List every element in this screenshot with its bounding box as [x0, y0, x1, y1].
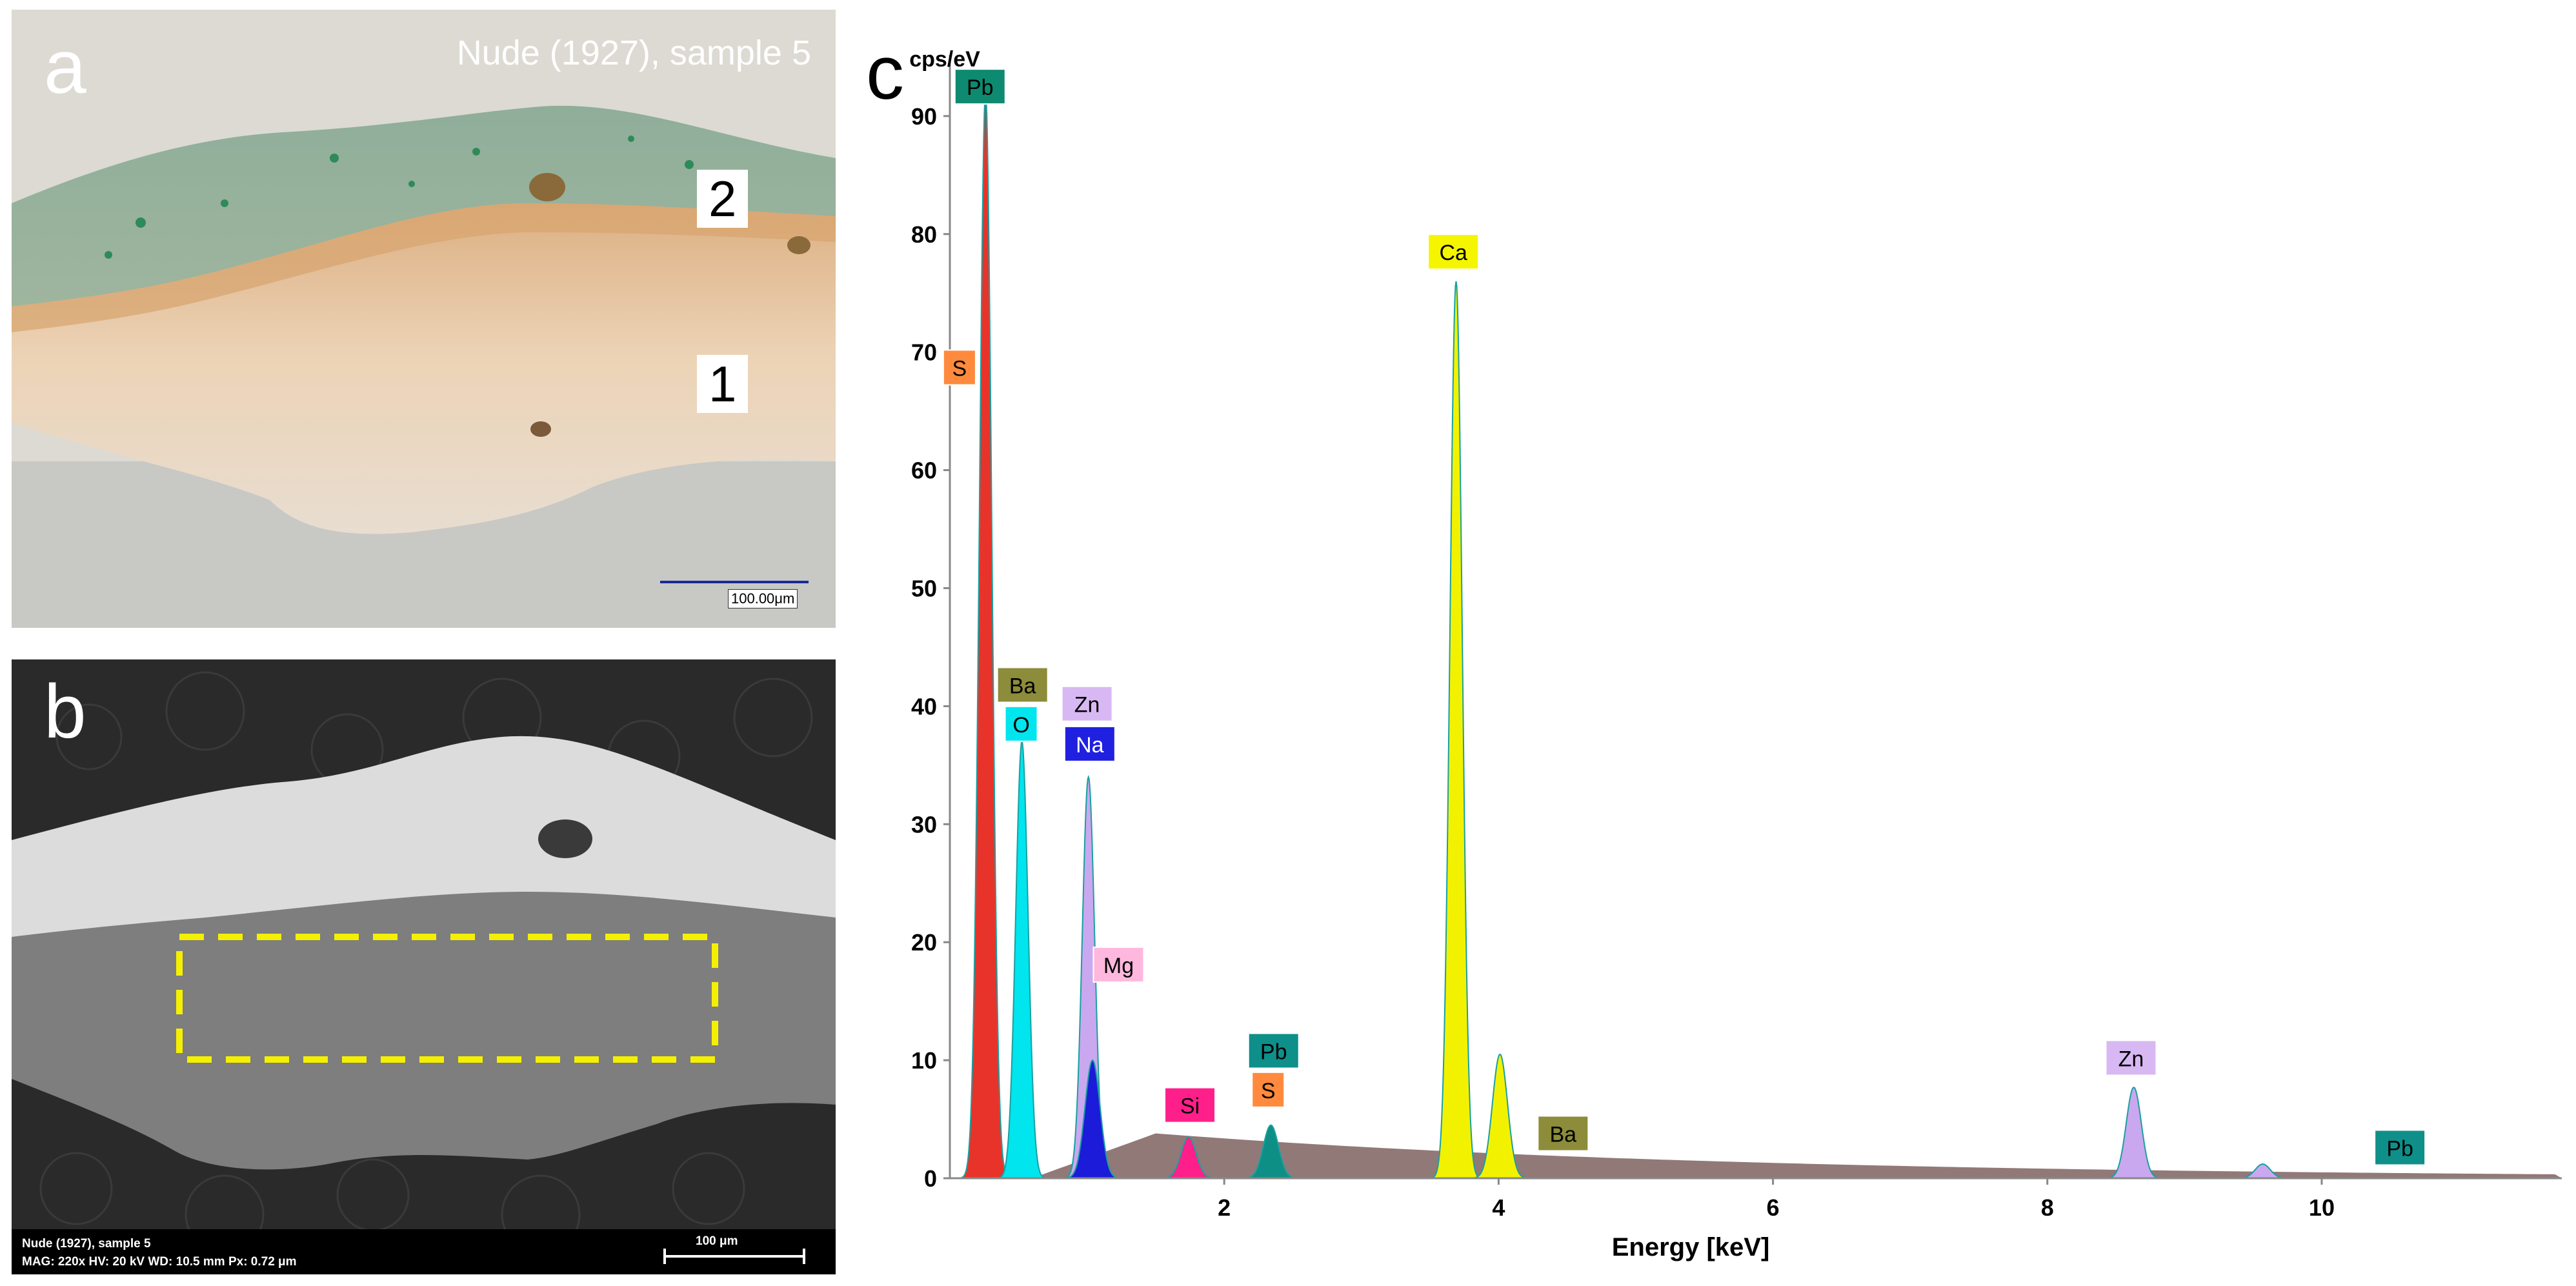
element-label-ba-3: Ba: [1009, 674, 1036, 698]
y-tick-label-30: 30: [911, 811, 937, 838]
element-label-box-0: [954, 68, 1006, 105]
element-label-box-13: [2374, 1129, 2426, 1166]
element-label-pb-9: Pb: [1260, 1040, 1287, 1064]
eds-spectrum-chart: 0 10 20 30 40 50 60 70 80 90 2 4 6 8 10 cps/eV Energy [k…: [909, 47, 2562, 1261]
y-tick-label-60: 60: [911, 457, 937, 484]
element-label-s-10: S: [1261, 1079, 1276, 1103]
element-label-pb-0: Pb: [967, 75, 994, 100]
x-tick-label-10: 10: [2309, 1194, 2335, 1221]
sem-scale-label: 100 μm: [696, 1234, 738, 1248]
peak-ca-7: [1469, 1053, 1531, 1179]
x-tick-label-8: 8: [2041, 1194, 2054, 1221]
sem-scale-bar: [663, 1249, 805, 1264]
element-label-si-8: Si: [1180, 1094, 1200, 1119]
y-tick-label-50: 50: [911, 575, 937, 601]
sem-info-sample: Nude (1927), sample 5: [22, 1237, 151, 1251]
panel-b-letter: b: [44, 669, 86, 754]
layer-label-1: 1: [697, 355, 749, 413]
peak-pb-0: [960, 92, 1012, 1179]
y-tick-label-40: 40: [911, 693, 937, 719]
element-label-box-6: [1063, 725, 1116, 762]
y-tick-label-20: 20: [911, 929, 937, 956]
peak-o-1: [996, 739, 1047, 1179]
peak-na-3: [1062, 1059, 1123, 1179]
element-label-box-2: [1427, 234, 1480, 270]
element-label-o-4: O: [1012, 713, 1029, 738]
x-tick-label-4: 4: [1492, 1194, 1505, 1221]
peak-si-4: [1158, 1136, 1219, 1179]
element-label-box-8: [1164, 1087, 1216, 1123]
sem-info-bar: Nude (1927), sample 5 MAG: 220x HV: 20 k…: [12, 1229, 836, 1274]
y-tick-label-90: 90: [911, 103, 937, 130]
x-axis-label: Energy [keV]: [1612, 1233, 1770, 1261]
element-label-s-1: S: [952, 356, 967, 381]
y-tick-label-10: 10: [911, 1047, 937, 1074]
x-tick-label-6: 6: [1767, 1194, 1780, 1221]
element-label-box-4: [1004, 705, 1038, 742]
peak-ca-6: [1431, 281, 1483, 1179]
y-tick-label-80: 80: [911, 221, 937, 248]
peak-zn-8: [2102, 1086, 2165, 1179]
element-label-box-12: [2105, 1040, 2157, 1076]
element-label-zn-5: Zn: [1074, 693, 1100, 718]
y-tick-label-0: 0: [924, 1165, 937, 1192]
element-label-box-10: [1251, 1071, 1285, 1108]
x-tick-label-2: 2: [1218, 1194, 1231, 1221]
element-label-na-6: Na: [1076, 733, 1104, 758]
element-label-ca-2: Ca: [1439, 241, 1467, 265]
scale-bar-label: 100.00μm: [728, 589, 798, 608]
panel-c-letter: c: [866, 30, 904, 116]
panel-a-optical-micrograph: a Nude (1927), sample 5 2 1 100.00μm: [12, 10, 836, 628]
element-label-pb-13: Pb: [2386, 1136, 2413, 1161]
element-label-box-7: [1092, 946, 1145, 983]
element-label-ba-11: Ba: [1550, 1122, 1577, 1147]
optical-micrograph-image: [12, 10, 836, 628]
element-label-box-11: [1537, 1115, 1589, 1152]
element-label-box-3: [996, 667, 1049, 703]
y-tick-label-70: 70: [911, 339, 937, 366]
peak-pb-5: [1240, 1124, 1302, 1179]
spectrum-background: [970, 1133, 2562, 1178]
sample-title: Nude (1927), sample 5: [456, 34, 811, 72]
element-label-box-1: [942, 349, 976, 386]
panel-b-sem-image: b Nude (1927), sample 5 MAG: 220x HV: 20…: [12, 659, 836, 1274]
panel-a-letter: a: [44, 25, 86, 110]
element-label-zn-12: Zn: [2118, 1047, 2144, 1071]
sem-micrograph-image: [12, 659, 836, 1274]
element-label-box-9: [1247, 1032, 1300, 1069]
panel-c-eds-spectrum: c 0 10 20 30 40 50 60 70 80 90 2 4 6 8 10 cps/eV Energy …: [852, 0, 2576, 1286]
sem-info-params: MAG: 220x HV: 20 kV WD: 10.5 mm Px: 0.72…: [22, 1255, 297, 1269]
y-axis-label: cps/eV: [909, 47, 980, 72]
layer-label-2: 2: [697, 170, 749, 228]
element-label-box-5: [1061, 685, 1113, 722]
element-label-mg-7: Mg: [1103, 954, 1134, 978]
